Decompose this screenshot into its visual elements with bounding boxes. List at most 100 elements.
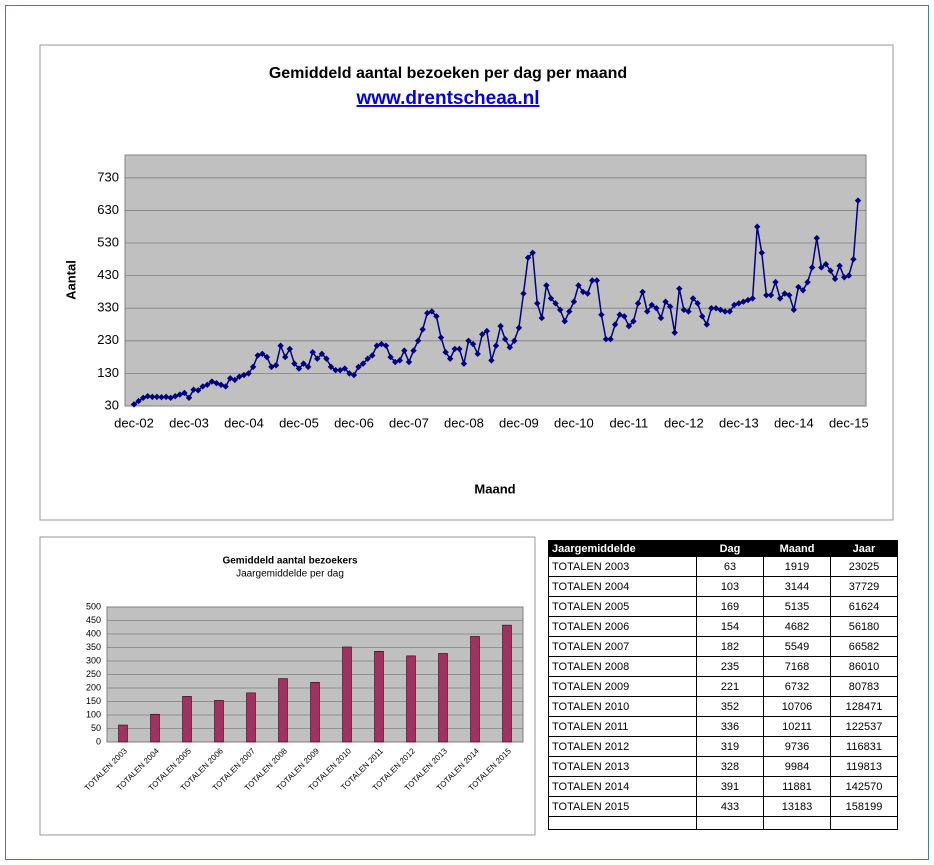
marker: [492, 342, 500, 349]
chart-link[interactable]: www.drentscheaa.nl: [355, 88, 539, 109]
marker: [616, 311, 623, 318]
table-cell: TOTALEN 2010: [548, 696, 697, 717]
bar: [406, 655, 416, 743]
marker: [135, 397, 142, 405]
marker: [813, 234, 820, 242]
marker: [795, 283, 802, 291]
marker: [749, 295, 756, 302]
marker: [144, 393, 151, 400]
y-tick-label: 150: [86, 696, 101, 706]
y-tick-label: 430: [97, 267, 119, 282]
table-cell: 433: [696, 796, 764, 817]
y-tick-label: 400: [86, 628, 101, 638]
marker: [634, 300, 642, 307]
marker: [579, 288, 587, 296]
marker: [282, 353, 289, 361]
table-cell: 9984: [763, 756, 831, 777]
marker: [433, 313, 440, 320]
marker: [854, 197, 862, 204]
marker: [451, 345, 458, 353]
marker: [272, 362, 280, 369]
marker: [501, 335, 509, 343]
table-cell: 7168: [763, 656, 831, 677]
marker: [804, 278, 811, 286]
chart-title: Gemiddeld aantal bezoekers: [222, 556, 357, 567]
marker: [547, 295, 555, 302]
marker: [341, 365, 348, 372]
table-cell: 56180: [830, 616, 898, 637]
table-row: TOTALEN 2003 63 1919 23025: [548, 556, 898, 577]
table-cell: TOTALEN 2011: [548, 716, 697, 737]
marker: [689, 295, 697, 302]
marker: [822, 261, 830, 268]
table-cell: 9736: [763, 736, 831, 757]
table-cell: 37729: [830, 576, 898, 597]
table-cell: 154: [696, 616, 764, 637]
marker: [621, 313, 628, 320]
y-tick-label: 730: [97, 169, 119, 184]
empty-cell: [763, 816, 831, 830]
x-tick-label: dec-12: [664, 415, 704, 430]
marker: [428, 308, 436, 315]
x-tick-label: dec-08: [444, 415, 484, 430]
table-cell: TOTALEN 2005: [548, 596, 697, 617]
marker: [763, 291, 770, 299]
marker: [529, 249, 536, 256]
table-cell: 328: [696, 756, 764, 777]
marker: [671, 329, 678, 336]
bar: [310, 682, 320, 743]
y-tick-label: 130: [97, 365, 119, 380]
marker: [153, 393, 161, 401]
table-cell: 319: [696, 736, 764, 757]
table-cell: 336: [696, 716, 764, 737]
marker: [511, 337, 518, 345]
table-cell: 391: [696, 776, 764, 797]
marker: [786, 291, 793, 299]
empty-cell: [696, 816, 764, 830]
table-cell: TOTALEN 2006: [548, 616, 697, 637]
marker: [149, 393, 156, 401]
marker: [387, 353, 394, 361]
table-cell: 5135: [763, 596, 831, 617]
y-tick-label: 300: [86, 655, 101, 665]
marker: [845, 272, 853, 279]
marker: [465, 337, 472, 345]
marker: [327, 363, 335, 371]
marker: [437, 334, 445, 341]
marker: [589, 277, 596, 284]
table-cell: 158199: [830, 796, 898, 817]
marker: [593, 277, 601, 284]
table-row: TOTALEN 2015 433 13183 158199: [548, 796, 898, 817]
marker: [497, 322, 504, 330]
x-tick-label: dec-09: [499, 415, 539, 430]
table-cell: 4682: [763, 616, 831, 637]
marker: [781, 290, 788, 297]
marker: [350, 371, 358, 379]
marker: [304, 363, 312, 371]
marker: [414, 337, 422, 345]
y-tick-label: 100: [86, 709, 101, 719]
marker: [227, 375, 234, 382]
marker: [359, 360, 367, 367]
marker: [831, 275, 839, 283]
marker: [442, 349, 449, 356]
table-row: TOTALEN 2007 182 5549 66582: [548, 636, 898, 657]
table-cell: 23025: [830, 556, 898, 577]
marker: [694, 300, 701, 307]
marker: [488, 357, 495, 364]
marker: [836, 262, 843, 270]
bar: [438, 653, 448, 743]
marker: [369, 352, 376, 359]
table-cell: TOTALEN 2014: [548, 776, 697, 797]
marker: [460, 360, 468, 367]
empty-cell: [830, 816, 898, 830]
x-tick-label: dec-13: [719, 415, 759, 430]
table-row: TOTALEN 2012 319 9736 116831: [548, 736, 898, 757]
table-cell: 5549: [763, 636, 831, 657]
marker: [740, 298, 747, 305]
bar: [278, 678, 288, 743]
marker: [772, 278, 779, 286]
marker: [249, 363, 257, 371]
marker: [483, 327, 491, 335]
marker: [644, 308, 651, 315]
